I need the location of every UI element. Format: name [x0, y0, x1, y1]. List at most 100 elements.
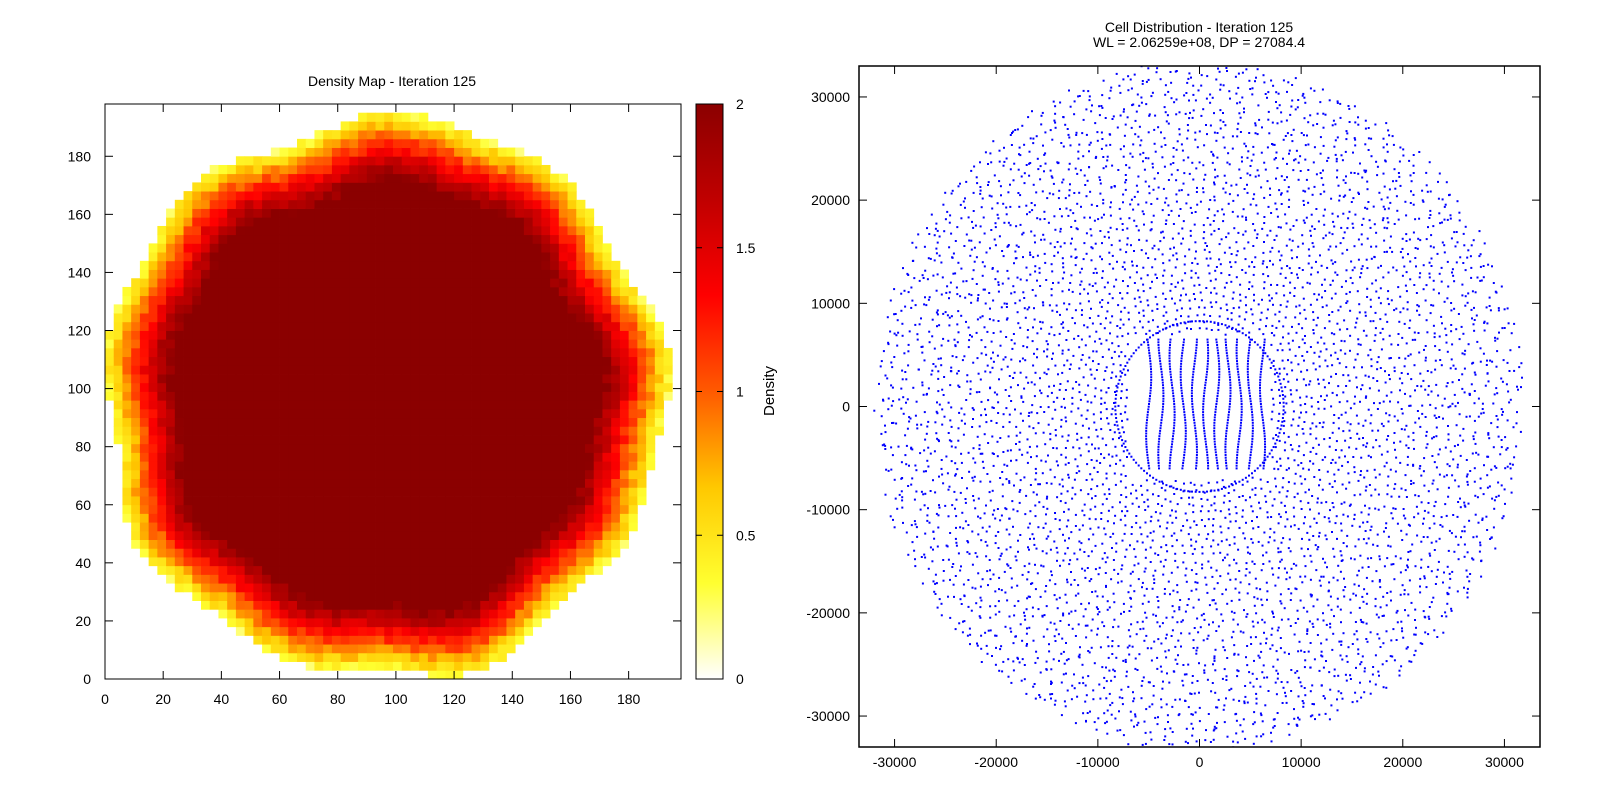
- cell-point: [1212, 220, 1215, 222]
- density-cell: [436, 522, 446, 532]
- density-cell: [279, 504, 289, 514]
- density-cell: [349, 225, 359, 236]
- cell-point: [1250, 308, 1253, 311]
- density-cell: [532, 208, 542, 218]
- cell-point: [1116, 260, 1118, 263]
- density-cell: [305, 182, 315, 192]
- cell-point: [1171, 521, 1174, 524]
- cell-point: [1126, 227, 1129, 230]
- density-cell: [244, 496, 254, 506]
- cell-point: [1337, 417, 1340, 420]
- density-cell: [331, 652, 342, 662]
- density-cell: [611, 356, 621, 366]
- cell-point: [1157, 519, 1160, 522]
- density-cell: [489, 530, 499, 540]
- cell-point: [1118, 239, 1121, 242]
- density-cell: [331, 469, 342, 480]
- cell-point: [1094, 568, 1097, 571]
- density-cell: [541, 565, 551, 575]
- cell-point: [1034, 432, 1037, 435]
- density-cell: [532, 565, 542, 575]
- density-cell: [436, 391, 446, 401]
- density-cell: [244, 504, 254, 514]
- density-cell: [550, 461, 560, 471]
- cell-point: [1094, 447, 1097, 450]
- cell-point: [1257, 526, 1260, 528]
- density-cell: [489, 435, 499, 445]
- density-cell: [157, 548, 167, 558]
- density-cell: [375, 417, 385, 427]
- density-cell: [384, 321, 394, 331]
- cell-point: [1169, 593, 1171, 596]
- density-cell: [393, 400, 403, 410]
- density-cell: [235, 339, 246, 349]
- density-cell: [567, 539, 577, 549]
- density-cell: [279, 147, 289, 157]
- density-cell: [349, 661, 359, 671]
- cell-point: [1113, 472, 1116, 475]
- density-cell: [366, 609, 376, 619]
- cell-point: [1138, 296, 1141, 299]
- cell-point: [1136, 540, 1139, 543]
- density-cell: [480, 286, 490, 297]
- density-cell: [593, 565, 603, 575]
- density-cell: [201, 504, 211, 514]
- density-cell: [480, 539, 490, 549]
- density-cell: [550, 339, 560, 349]
- cell-point: [1284, 525, 1287, 528]
- density-cell: [427, 574, 438, 584]
- density-cell: [262, 330, 272, 340]
- density-cell: [611, 313, 621, 323]
- density-cell: [427, 208, 438, 218]
- density-cell: [541, 191, 551, 201]
- cell-point: [1248, 265, 1251, 268]
- density-cell: [471, 356, 481, 366]
- density-cell: [314, 635, 324, 645]
- cell-point: [1036, 445, 1039, 448]
- density-cell: [375, 130, 385, 140]
- cell-point: [1039, 389, 1041, 392]
- density-cell: [506, 391, 516, 401]
- density-cell: [340, 408, 350, 419]
- density-cell: [192, 304, 202, 314]
- density-cell: [619, 504, 630, 514]
- density-cell: [401, 452, 411, 462]
- cell-point: [1161, 480, 1164, 483]
- density-cell: [567, 339, 577, 349]
- density-cell: [288, 182, 298, 192]
- density-cell: [262, 234, 272, 244]
- density-cell: [454, 191, 464, 201]
- density-cell: [593, 461, 603, 471]
- cell-point: [1285, 244, 1288, 247]
- density-cell: [619, 443, 630, 453]
- density-cell: [201, 417, 211, 427]
- cell-point: [1376, 361, 1379, 364]
- cell-point: [1242, 532, 1245, 535]
- cell-point: [1165, 311, 1168, 314]
- density-cell: [279, 252, 289, 262]
- cell-point: [1210, 233, 1213, 236]
- cell-point: [1356, 386, 1358, 389]
- density-cell: [131, 347, 141, 358]
- cell-point: [1376, 408, 1379, 410]
- density-cell: [436, 539, 446, 549]
- density-cell: [436, 670, 446, 679]
- density-cell: [602, 243, 612, 253]
- cell-point: [1210, 545, 1213, 548]
- density-cell: [637, 356, 647, 366]
- density-cell: [288, 382, 298, 392]
- density-cell: [331, 408, 342, 419]
- density-cell: [183, 339, 193, 349]
- density-cell: [567, 356, 577, 366]
- cell-point: [1192, 504, 1195, 507]
- density-cell: [602, 513, 612, 523]
- cell-point: [1270, 388, 1273, 391]
- density-cell: [270, 557, 280, 567]
- density-cell: [384, 618, 394, 628]
- cell-point: [1137, 505, 1140, 508]
- cell-point: [1062, 321, 1064, 324]
- density-cell: [235, 557, 246, 567]
- density-cell: [253, 574, 263, 584]
- density-cell: [436, 443, 446, 453]
- density-cell: [393, 408, 403, 419]
